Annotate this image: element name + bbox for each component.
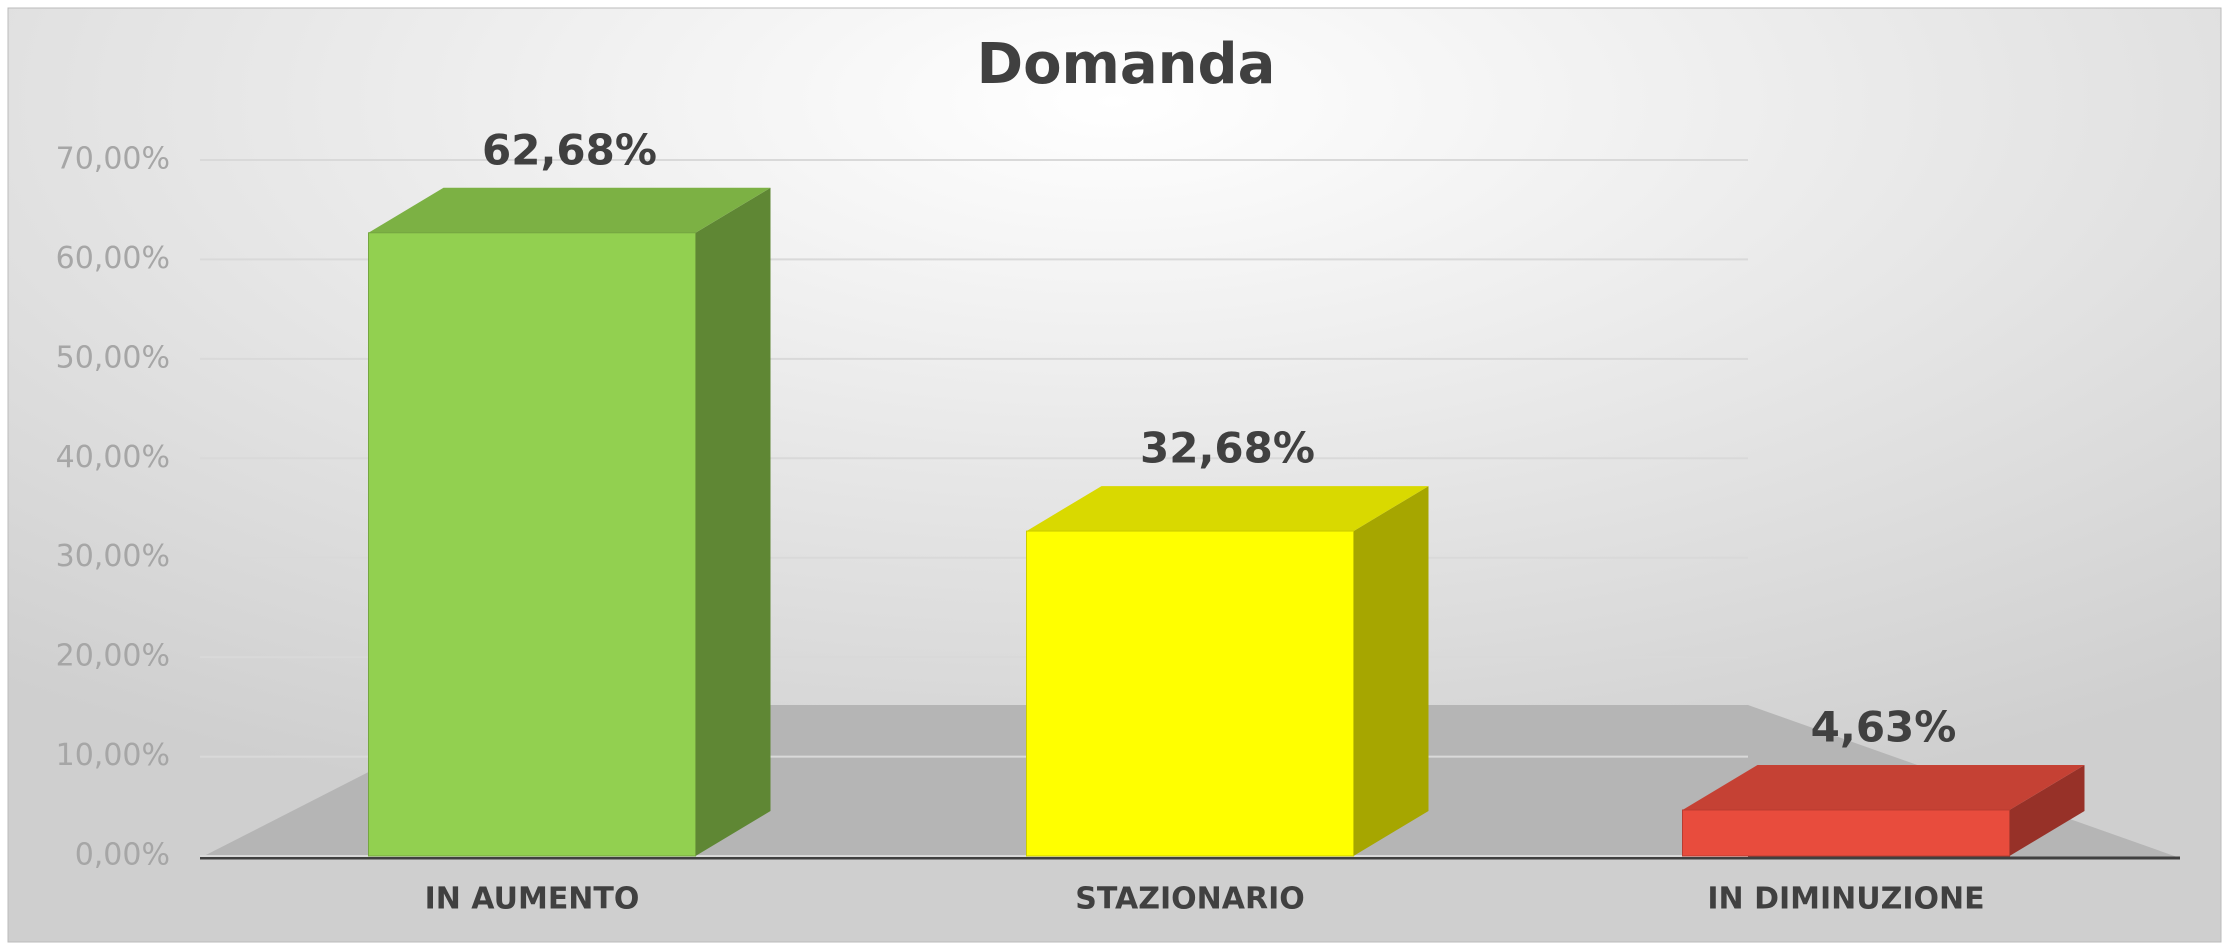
y-tick-label: 30,00% (56, 539, 170, 574)
y-tick-label: 60,00% (56, 241, 170, 276)
bar (1682, 809, 2010, 857)
value-label: 62,68% (482, 125, 657, 174)
bar-side (695, 187, 771, 856)
y-tick-label: 10,00% (56, 738, 170, 773)
y-tick-label: 50,00% (56, 340, 170, 375)
chart-title: Domanda (977, 32, 1276, 97)
bar (368, 232, 696, 857)
bar-top (1682, 764, 2085, 810)
bar-top (1026, 486, 1429, 532)
bar-side (1353, 486, 1429, 856)
y-tick-label: 70,00% (56, 142, 170, 177)
bar-top (368, 187, 771, 233)
bar (1026, 530, 1354, 857)
value-label: 32,68% (1140, 424, 1315, 473)
x-tick-label: STAZIONARIO (1075, 882, 1304, 917)
y-tick-label: 0,00% (75, 838, 170, 873)
value-label: 4,63% (1811, 702, 1957, 751)
x-tick-label: IN AUMENTO (425, 882, 640, 917)
y-tick-label: 40,00% (56, 440, 170, 475)
x-tick-label: IN DIMINUZIONE (1707, 882, 1984, 917)
bar-side (2009, 764, 2085, 856)
y-tick-label: 20,00% (56, 639, 170, 674)
